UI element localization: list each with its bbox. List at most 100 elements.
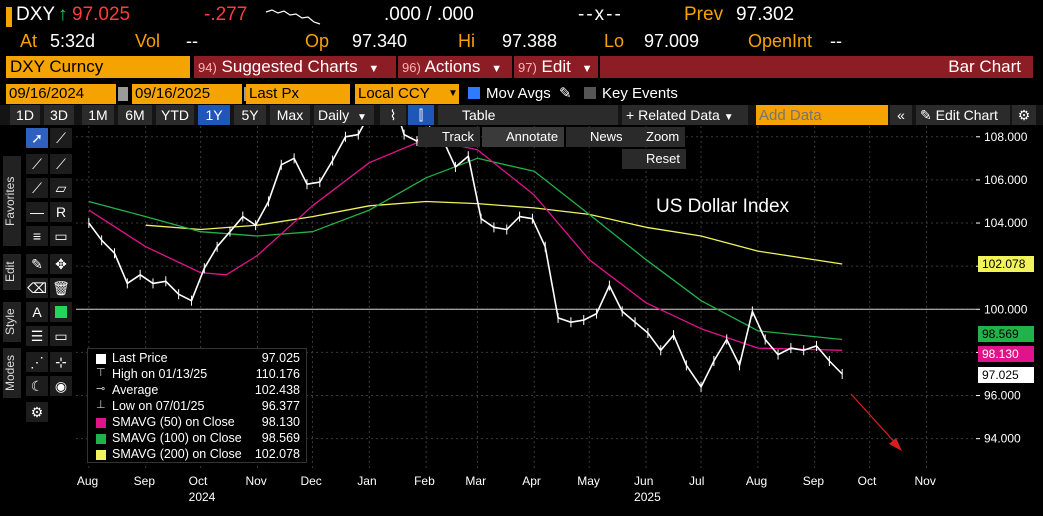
- chevron-down-icon[interactable]: ▼: [447, 84, 459, 104]
- chart-type-label: Bar Chart: [600, 56, 1033, 78]
- legend-item[interactable]: SMAVG (100) on Close 98.569: [94, 431, 304, 447]
- actions-menu[interactable]: 96) Actions ▼: [398, 56, 512, 78]
- font-icon[interactable]: A: [26, 302, 48, 322]
- line-width-icon[interactable]: ☰: [26, 326, 48, 346]
- checkbox-icon: [584, 87, 596, 99]
- bar-chart-icon[interactable]: ⫿: [408, 105, 434, 125]
- openint-label: OpenInt: [748, 31, 813, 51]
- x-tick-label: Jun: [634, 474, 654, 488]
- range-1m[interactable]: 1M: [82, 105, 114, 125]
- security-field[interactable]: DXY Curncy: [6, 56, 190, 78]
- news-button[interactable]: News: [566, 127, 629, 147]
- reset-button[interactable]: Reset: [622, 149, 686, 169]
- range-1y[interactable]: 1Y: [198, 105, 230, 125]
- draw-line-icon[interactable]: ⟋: [50, 128, 72, 148]
- tab-edit[interactable]: Edit: [3, 254, 21, 290]
- menu-bar: DXY Curncy 94) Suggested Charts ▼ 96) Ac…: [0, 56, 1043, 78]
- y-tick-label: 108.000: [984, 130, 1028, 144]
- legend-value: 102.078: [254, 447, 300, 461]
- chevron-down-icon: ▼: [491, 63, 502, 75]
- range-ytd[interactable]: YTD: [156, 105, 194, 125]
- pen-icon[interactable]: ✎: [26, 254, 48, 274]
- series-smavg-50: [88, 138, 843, 351]
- legend-item[interactable]: SMAVG (50) on Close 98.130: [94, 415, 304, 431]
- vol-label: Vol: [135, 31, 161, 51]
- vol-value: --: [186, 31, 198, 51]
- gear-icon[interactable]: ⚙: [26, 402, 48, 422]
- table-button[interactable]: Table: [438, 105, 618, 125]
- retracement-icon[interactable]: R: [50, 202, 72, 222]
- add-data-input[interactable]: [756, 105, 888, 125]
- legend-item[interactable]: ⊸ Average 102.438: [94, 383, 304, 399]
- legend-item[interactable]: ⊥ Low on 07/01/25 96.377: [94, 399, 304, 415]
- currency-select[interactable]: Local CCY: [355, 84, 447, 104]
- start-date-input[interactable]: 09/16/2024: [6, 84, 116, 104]
- zoom-button[interactable]: Zoom: [622, 127, 686, 147]
- tab-style[interactable]: Style: [3, 302, 21, 342]
- range-6m[interactable]: 6M: [118, 105, 152, 125]
- edit-menu[interactable]: 97) Edit ▼: [514, 56, 598, 78]
- prev-label: Prev: [684, 4, 724, 25]
- range-max[interactable]: Max: [270, 105, 310, 125]
- trash-icon[interactable]: 🗑: [50, 278, 72, 298]
- ray-line-icon[interactable]: ⟋: [50, 154, 72, 174]
- legend-value: 110.176: [255, 367, 300, 381]
- pencil-icon[interactable]: ✎: [558, 85, 572, 102]
- key-events-toggle[interactable]: Key Events: [584, 84, 678, 104]
- magic-icon[interactable]: ☾: [26, 376, 48, 396]
- horizontal-line-icon[interactable]: —: [26, 202, 48, 222]
- checkbox-checked-icon: [468, 87, 480, 99]
- pencil-icon: ✎: [920, 107, 932, 123]
- low-value: 97.009: [644, 31, 700, 51]
- period-select[interactable]: Daily ▼: [314, 105, 374, 125]
- mov-avgs-toggle[interactable]: Mov Avgs ✎: [468, 84, 572, 104]
- eraser-icon[interactable]: ⌫: [26, 278, 48, 298]
- calendar-icon[interactable]: [118, 87, 128, 101]
- bid-ask: .000 / .000: [384, 4, 474, 25]
- segment-icon[interactable]: ⟋: [26, 178, 48, 198]
- legend-value: 102.438: [254, 383, 300, 397]
- gear-icon[interactable]: ⚙: [1012, 105, 1036, 125]
- crosshair-icon[interactable]: ⋰: [26, 352, 48, 372]
- tab-modes[interactable]: Modes: [3, 348, 21, 398]
- prev-value: 97.302: [736, 4, 795, 25]
- palette-icon[interactable]: ◉: [50, 376, 72, 396]
- high-marker-icon: ⊤: [96, 367, 106, 379]
- range-3d[interactable]: 3D: [44, 105, 74, 125]
- x-tick-label: Mar: [465, 474, 487, 488]
- related-data-menu[interactable]: + Related Data ▼: [622, 105, 748, 125]
- average-marker-icon: ⊸: [96, 383, 106, 395]
- sparkline-icon: [265, 9, 321, 25]
- ticker-symbol[interactable]: DXY: [16, 4, 56, 25]
- end-date-input[interactable]: 09/16/2025: [132, 84, 242, 104]
- last-price: 97.025: [72, 4, 131, 25]
- color-swatch-icon[interactable]: [50, 302, 72, 322]
- tab-favorites[interactable]: Favorites: [3, 156, 21, 246]
- legend-item[interactable]: SMAVG (200) on Close 102.078: [94, 447, 304, 463]
- trend-line-icon[interactable]: ⟋: [26, 154, 48, 174]
- channel-icon[interactable]: ▱: [50, 178, 72, 198]
- trend-arrow: [850, 393, 902, 451]
- line-chart-icon[interactable]: ⌇: [380, 105, 406, 125]
- edit-chart-button[interactable]: ✎ Edit Chart: [916, 105, 1010, 125]
- move-icon[interactable]: ✥: [50, 254, 72, 274]
- track-button[interactable]: Track: [418, 127, 481, 147]
- fib-icon[interactable]: ≡: [26, 226, 48, 246]
- annotate-button[interactable]: Annotate: [482, 127, 565, 147]
- chevron-down-icon: ▼: [357, 112, 367, 123]
- rectangle-icon[interactable]: ▭: [50, 226, 72, 246]
- collapse-icon[interactable]: «: [890, 105, 912, 125]
- line-style-icon[interactable]: ▭: [50, 326, 72, 346]
- pointer-icon[interactable]: ➚: [26, 128, 48, 148]
- up-arrow-icon: ↑: [58, 4, 68, 25]
- legend-item[interactable]: ⊤ High on 01/13/25 110.176: [94, 367, 304, 383]
- range-5y[interactable]: 5Y: [234, 105, 266, 125]
- legend-item[interactable]: Last Price 97.025: [94, 351, 304, 367]
- suggested-charts-menu[interactable]: 94) Suggested Charts ▼: [194, 56, 396, 78]
- range-1d[interactable]: 1D: [10, 105, 40, 125]
- chart-legend: Last Price 97.025 ⊤ High on 01/13/25 110…: [87, 348, 307, 463]
- y-tick-label: 106.000: [984, 173, 1028, 187]
- magnet-icon[interactable]: ⊹: [50, 352, 72, 372]
- field-select[interactable]: Last Px: [246, 84, 350, 104]
- legend-label: High on 01/13/25: [112, 367, 208, 381]
